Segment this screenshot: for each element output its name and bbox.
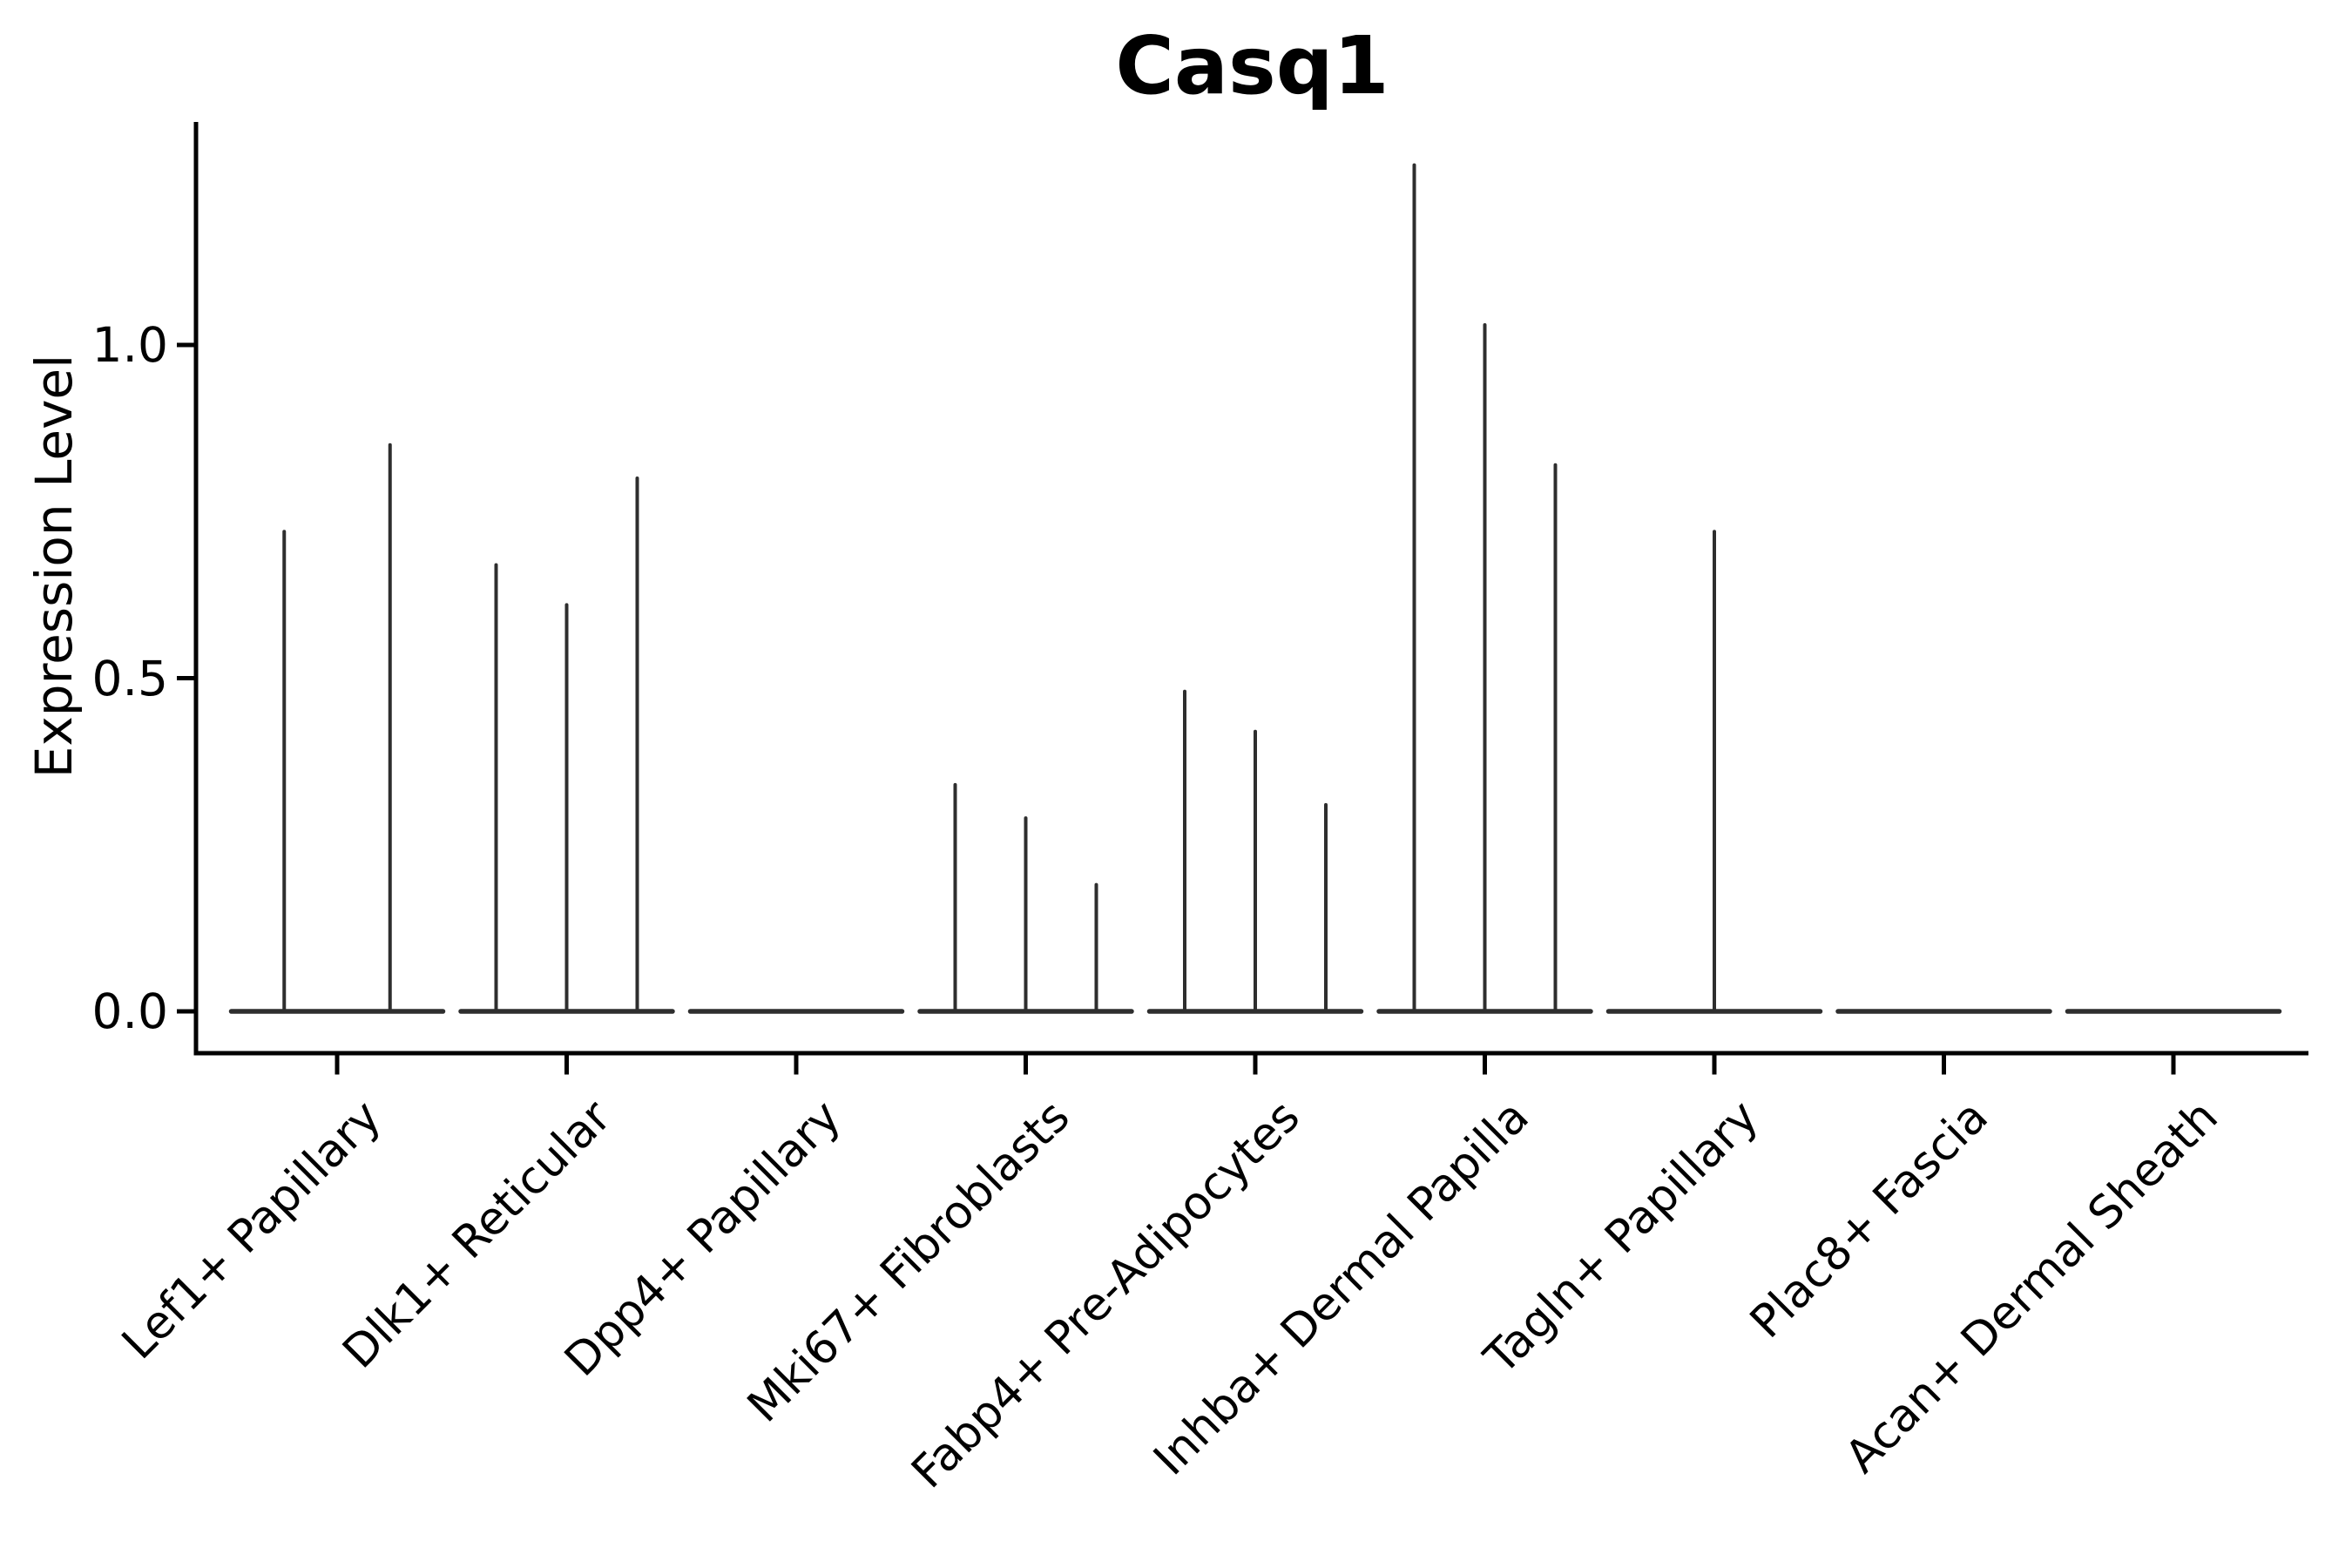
y-tick-label: 0.5: [91, 650, 168, 706]
y-tick-label: 0.0: [91, 983, 168, 1039]
y-tick-label: 1.0: [91, 317, 168, 373]
chart-title: Casq1: [1115, 19, 1389, 112]
